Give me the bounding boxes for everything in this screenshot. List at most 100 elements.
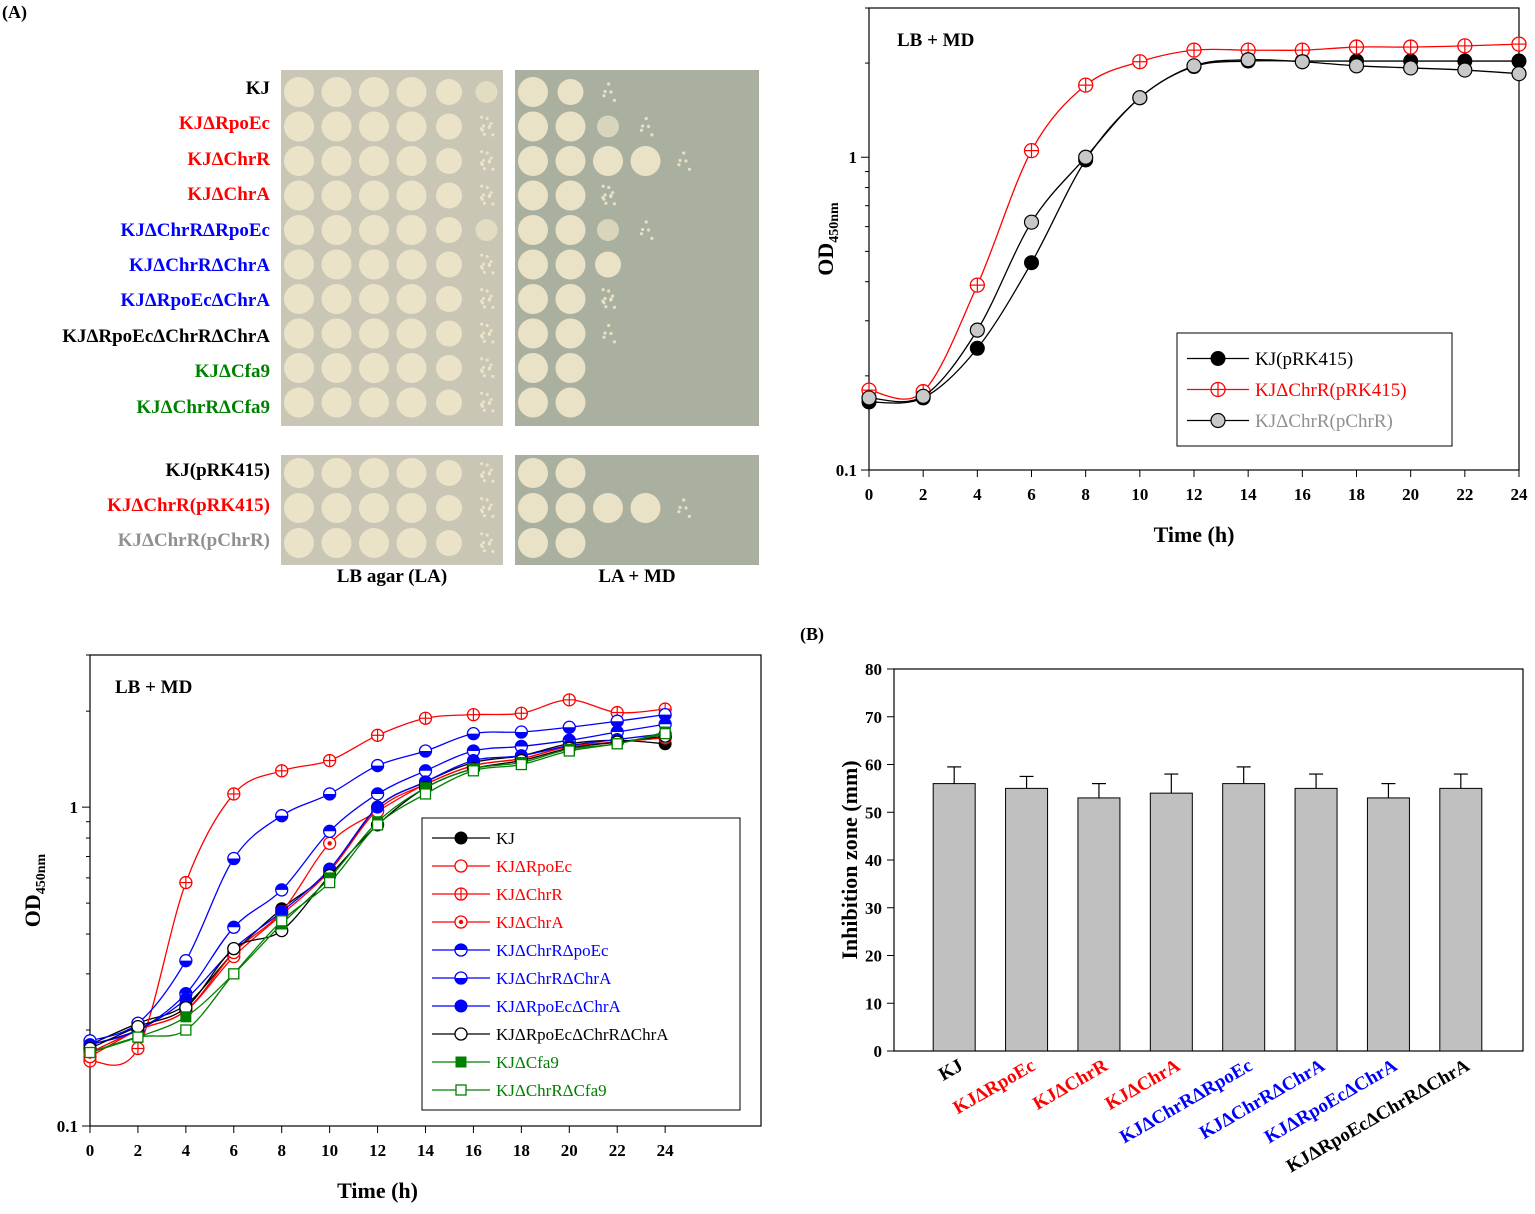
data-point xyxy=(227,941,241,956)
colony-spot xyxy=(396,387,427,418)
colony-spot xyxy=(518,249,548,280)
colony-spot xyxy=(518,353,548,383)
colony-dot xyxy=(603,193,607,197)
colony-dot xyxy=(678,158,682,163)
colony-dot xyxy=(482,549,487,553)
x-tick-label: 0 xyxy=(865,485,874,504)
colony-dot xyxy=(491,167,495,171)
colony-spot xyxy=(436,389,462,416)
colony-spot xyxy=(359,493,389,523)
plate-la-top xyxy=(281,70,503,426)
data-point xyxy=(180,1024,192,1036)
strain-label: KJΔRpoEcΔChrRΔChrA xyxy=(62,325,270,347)
colony-spot xyxy=(396,493,427,523)
data-point xyxy=(969,322,985,338)
colony-spot xyxy=(359,77,389,107)
y-tick-label: 0.1 xyxy=(836,461,857,480)
x-tick-label: 6 xyxy=(1027,485,1036,504)
marker-half xyxy=(515,732,528,739)
category-label: KJΔChrRΔRpoEc xyxy=(1116,1055,1256,1148)
y-axis-label: Inhibition zone (mm) xyxy=(837,760,862,959)
colony-dot xyxy=(479,508,484,512)
colony-dot xyxy=(479,473,484,477)
colony-spot xyxy=(396,111,427,142)
marker-half xyxy=(455,978,467,984)
colony-dot xyxy=(491,271,495,275)
x-tick-label: 4 xyxy=(182,1141,191,1160)
colony-spot xyxy=(436,355,462,381)
colony-spot xyxy=(284,284,314,314)
plate-image xyxy=(515,455,759,565)
colony-dot xyxy=(489,259,493,264)
colony-dot xyxy=(601,195,605,200)
chart-title: LB + MD xyxy=(897,30,974,51)
colony-spot xyxy=(284,180,314,211)
colony-dot xyxy=(489,328,493,333)
colony-dot xyxy=(640,227,645,232)
strain-label: KJΔChrR(pRK415) xyxy=(107,495,270,516)
colony-dot xyxy=(487,194,491,199)
colony-spot xyxy=(436,286,462,312)
colony-spot xyxy=(284,493,314,523)
bar xyxy=(1366,797,1410,1052)
colony-spot xyxy=(284,249,314,280)
colony-dot xyxy=(485,116,489,121)
colony-spot xyxy=(518,180,548,211)
colony-dot xyxy=(485,358,489,362)
colony-dot xyxy=(482,479,487,483)
colony-dot xyxy=(479,161,484,165)
colony-spot xyxy=(321,493,352,523)
x-tick-label: 0 xyxy=(86,1141,95,1160)
x-tick-label: 16 xyxy=(465,1141,482,1160)
colony-spot xyxy=(630,146,661,176)
colony-spot xyxy=(555,146,586,176)
colony-dot xyxy=(491,374,495,378)
marker-half xyxy=(275,883,288,890)
colony-spot xyxy=(555,387,586,418)
legend-entry: KJΔRpoEcΔChrRΔChrA xyxy=(496,1025,669,1044)
colony-spot xyxy=(284,77,314,107)
colony-spot xyxy=(630,493,661,523)
panel-label-a: (A) xyxy=(2,2,27,22)
colony-spot xyxy=(321,77,352,107)
colony-dot xyxy=(491,514,495,518)
colony-spot xyxy=(436,182,462,209)
colony-dot xyxy=(491,409,495,413)
colony-spot xyxy=(321,111,352,142)
x-tick-label: 14 xyxy=(417,1141,435,1160)
colony-spot xyxy=(284,458,314,488)
colony-spot xyxy=(284,146,314,176)
colony-dot xyxy=(603,296,607,301)
plate-md-bottom xyxy=(515,455,759,565)
colony-spot xyxy=(396,284,427,314)
colony-dot xyxy=(684,159,688,163)
legend: KJ KJΔRpoEc KJΔChrR KJΔChrA KJΔChrRΔpoEc KJΔC… xyxy=(421,817,741,1111)
x-tick-label: 10 xyxy=(1131,485,1148,504)
colony-dot xyxy=(480,322,484,326)
marker-half xyxy=(467,744,480,751)
strain-labels-top: KJ KJΔRpoEc KJΔChrR KJΔChrA KJΔChrRΔRpoEc KJΔ… xyxy=(0,0,270,440)
colony-dot xyxy=(481,365,486,370)
colony-dot xyxy=(482,305,487,309)
colony-spot xyxy=(518,284,548,314)
colony-spot xyxy=(475,219,498,241)
colony-spot xyxy=(359,111,389,142)
marker-half xyxy=(467,733,480,740)
strain-label: KJΔRpoEcΔChrA xyxy=(120,290,270,312)
colony-spot xyxy=(396,146,427,176)
colony-spot xyxy=(359,215,389,245)
colony-dot xyxy=(611,294,615,298)
strain-label: KJΔChrA xyxy=(187,184,270,206)
data-point xyxy=(659,728,671,740)
colony-dot xyxy=(485,463,489,467)
marker-dot xyxy=(327,841,332,846)
colony-dot xyxy=(481,470,486,475)
colony-dot xyxy=(481,540,486,545)
colony-dot xyxy=(489,538,493,542)
colony-dot xyxy=(612,340,616,344)
colony-spot xyxy=(359,528,389,558)
bar xyxy=(1294,787,1338,1052)
colony-dot xyxy=(482,201,487,205)
x-tick-label: 20 xyxy=(1402,485,1419,504)
